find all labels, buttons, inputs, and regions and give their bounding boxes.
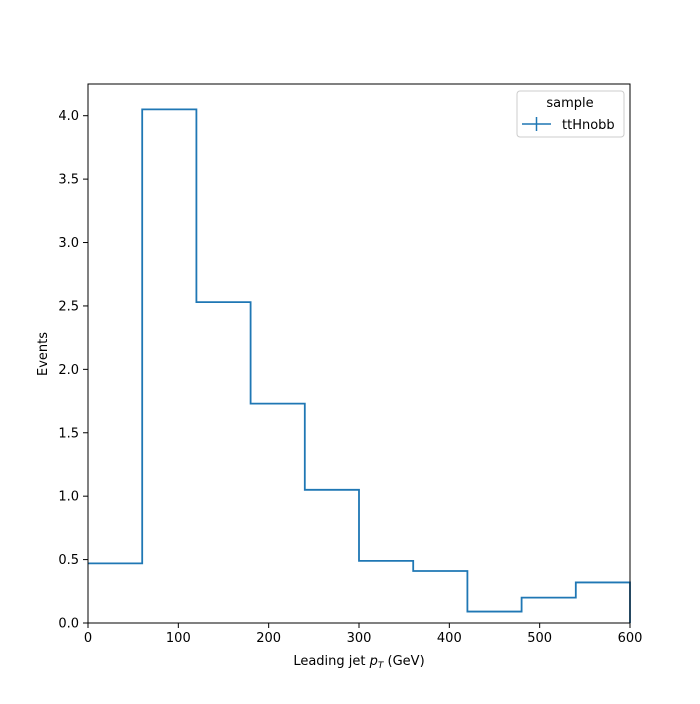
y-axis-ticks: 0.0 0.5 1.0 1.5 2.0 2.5 3.0 3.5 4.0	[58, 109, 88, 632]
x-tick-label: 600	[618, 631, 643, 646]
histogram-bin	[142, 109, 196, 623]
x-tick-label: 500	[527, 631, 552, 646]
histogram-bin	[88, 563, 142, 623]
y-tick-label: 4.0	[58, 109, 79, 124]
y-axis-label: Events	[36, 332, 51, 376]
y-tick-label: 0.5	[58, 553, 79, 568]
histogram-bin	[359, 561, 413, 623]
histogram-bin	[522, 598, 576, 623]
y-tick-label: 3.5	[58, 173, 79, 188]
x-axis-ticks: 0 100 200 300 400 500 600	[84, 623, 643, 646]
histogram-series-ttHnobb	[88, 108, 631, 623]
y-tick-label: 0.0	[58, 617, 79, 632]
histogram-bin	[413, 571, 467, 623]
x-tick-label: 300	[347, 631, 372, 646]
y-tick-label: 1.0	[58, 490, 79, 505]
x-axis-label: Leading jet pT (GeV)	[293, 654, 424, 671]
x-tick-label: 0	[84, 631, 92, 646]
histogram-bin	[251, 404, 305, 623]
x-tick-label: 200	[256, 631, 281, 646]
histogram-bin	[576, 582, 630, 623]
legend-title: sample	[546, 96, 593, 111]
y-tick-label: 1.5	[58, 426, 79, 441]
y-tick-label: 2.0	[58, 363, 79, 378]
x-tick-label: 100	[166, 631, 191, 646]
y-tick-label: 3.0	[58, 236, 79, 251]
legend-entry-label: ttHnobb	[562, 118, 615, 133]
legend-marker	[522, 117, 551, 131]
histogram-bin	[196, 302, 250, 623]
legend: sample ttHnobb	[516, 90, 625, 138]
histogram-bin	[305, 490, 359, 623]
y-tick-label: 2.5	[58, 299, 79, 314]
histogram-bin	[467, 612, 521, 623]
x-tick-label: 400	[437, 631, 462, 646]
legend-box	[516, 90, 625, 138]
